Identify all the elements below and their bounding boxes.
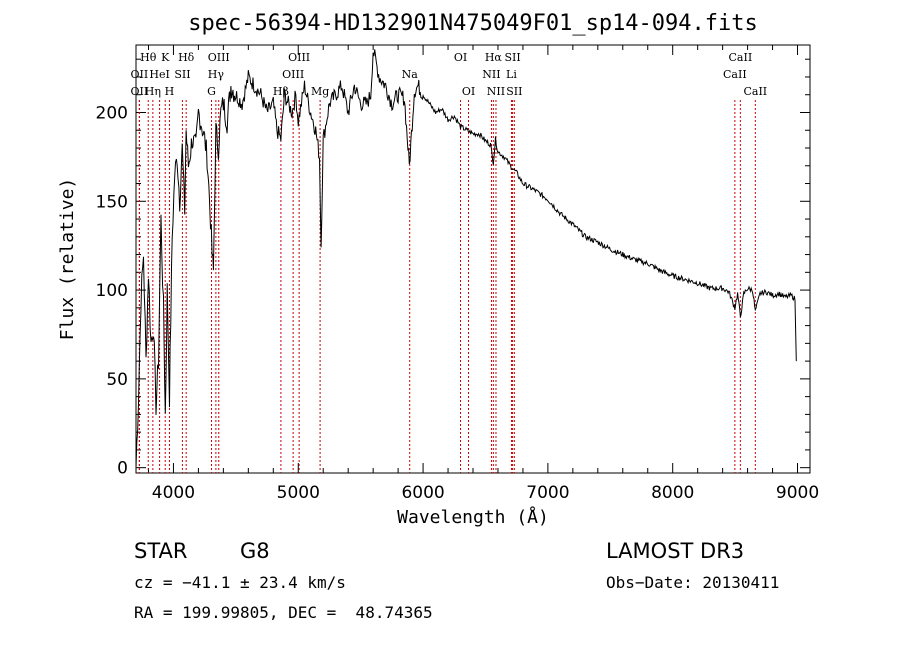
spectral-line-label: CaII [729, 51, 753, 64]
y-tick-label: 150 [96, 192, 128, 212]
spectral-line-label: NII [482, 68, 500, 81]
x-tick-label: 7000 [526, 483, 569, 503]
spectral-line-label: Na [402, 68, 419, 81]
spectral-line-label: OI [462, 85, 475, 98]
object-class: STAR [134, 539, 188, 563]
spectral-line-label: OIII [288, 51, 310, 64]
x-tick-label: 5000 [277, 483, 320, 503]
redshift-readout: cz = −41.1 ± 23.4 km/s [134, 573, 346, 592]
spectral-line-label: SII [506, 85, 522, 98]
spectral-line-label: G [207, 85, 216, 98]
y-tick-label: 100 [96, 281, 128, 301]
spectral-line-label: Mg [311, 85, 329, 98]
y-tick-label: 200 [96, 103, 128, 123]
spectral-line-label: OIII [208, 51, 230, 64]
y-axis-label: Flux (relative) [57, 178, 78, 341]
x-axis-label: Wavelength (Å) [397, 506, 549, 528]
chart-title: spec-56394-HD132901N475049F01_sp14-094.f… [188, 11, 758, 36]
spectral-line-label: Li [506, 68, 517, 81]
spectral-line-label: Hδ [178, 51, 195, 64]
spectral-line-label: NII [487, 85, 505, 98]
plot-frame [135, 44, 811, 474]
spectral-line-label: CaII [723, 68, 747, 81]
y-tick-label: 0 [117, 459, 128, 479]
spectral-line-label: Hθ [140, 51, 157, 64]
spectral-line-label: HeI [149, 68, 169, 81]
spectral-line-label: H [165, 85, 175, 98]
observation-date: Obs−Date: 20130411 [606, 573, 780, 592]
spectral-line-label: Hη [145, 85, 161, 98]
spectral-line-label: OII [131, 85, 149, 98]
coordinates-readout: RA = 199.99805, DEC = 48.74365 [134, 603, 433, 622]
x-tick-label: 8000 [651, 483, 694, 503]
spectral-line-label: Hα [485, 51, 503, 64]
y-tick-label: 50 [106, 370, 128, 390]
x-tick-label: 4000 [152, 483, 195, 503]
spectral-subclass: G8 [240, 539, 270, 563]
x-tick-label: 9000 [776, 483, 819, 503]
flux-series-line [135, 49, 797, 468]
spectral-line-label: OII [131, 68, 149, 81]
spectral-line-label: OIII [282, 68, 304, 81]
spectral-line-label: SII [174, 68, 190, 81]
spectral-line-label: OI [454, 51, 467, 64]
spectral-line-label: Hβ [273, 85, 289, 98]
spectral-line-label: K [161, 51, 170, 64]
spectral-line-label: CaII [743, 85, 767, 98]
x-tick-label: 6000 [401, 483, 444, 503]
survey-name: LAMOST DR3 [606, 539, 745, 563]
spectral-line-label: SII [504, 51, 520, 64]
spectral-line-label: Hγ [208, 68, 225, 81]
